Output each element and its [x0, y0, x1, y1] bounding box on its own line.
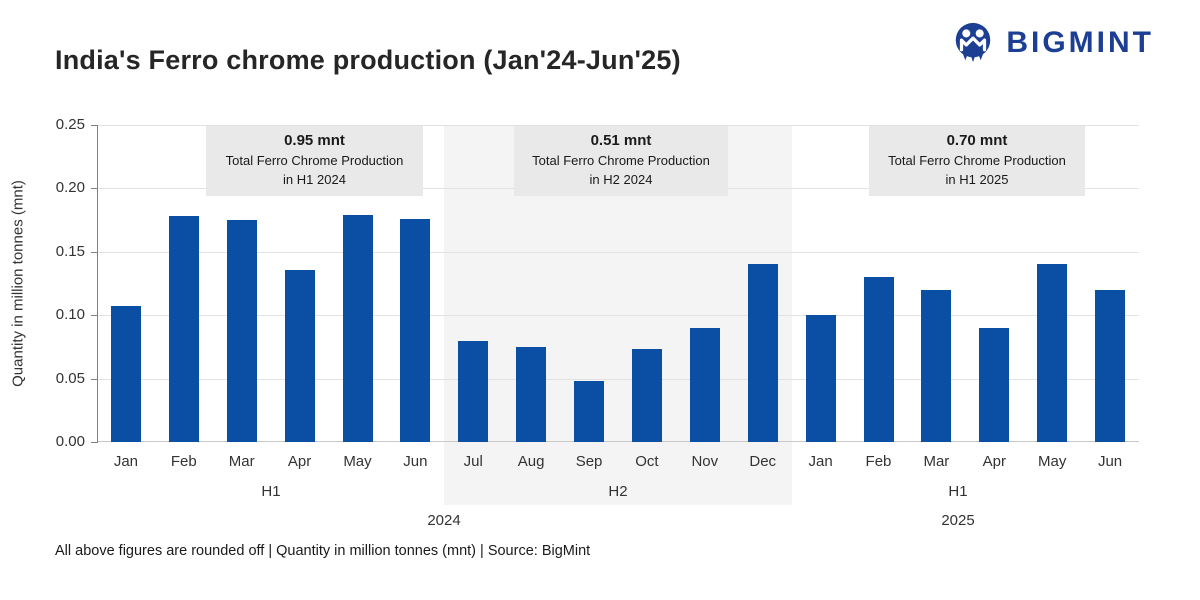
bar-Feb-1 [168, 216, 199, 442]
x-tick-label-Mar-2: Mar [228, 453, 255, 470]
bar-Dec-11 [747, 264, 778, 442]
callout-h1-2024: 0.95 mnt Total Ferro Chrome Production i… [206, 126, 423, 196]
gridline-0.00 [97, 441, 1139, 442]
plot-area [97, 125, 1139, 442]
y-axis-title: Quantity in million tonnes (mnt) [9, 180, 27, 387]
x-tick-label-Apr-3: Apr [287, 453, 312, 470]
x-tick-label-Feb-1: Feb [170, 453, 197, 470]
y-tick-label-0.25: 0.25 [55, 116, 85, 133]
y-tick-mark-0.00 [91, 442, 97, 443]
x-tick-label-Jan-0: Jan [113, 453, 139, 470]
y-tick-mark-0.25 [91, 125, 97, 126]
bar-May-4 [342, 215, 373, 442]
callout-amount: 0.51 mnt [590, 132, 652, 150]
callout-amount: 0.70 mnt [946, 132, 1008, 150]
bar-Apr-3 [284, 269, 315, 442]
callout-note-line1: Total Ferro Chrome Production [888, 153, 1066, 169]
bar-Oct-9 [631, 349, 662, 442]
group-label-h2-2024: H2 [608, 483, 628, 500]
gridline-0.25 [97, 125, 1139, 126]
brand-name: BIGMINT [1006, 26, 1154, 59]
callout-note-line2: in H1 2024 [283, 172, 346, 187]
callout-note-line1: Total Ferro Chrome Production [532, 153, 710, 169]
x-tick-label-Apr-15: Apr [982, 453, 1006, 470]
year-label-2024: 2024 [427, 512, 461, 529]
y-tick-label-0.05: 0.05 [55, 369, 85, 387]
x-tick-label-Jul-6: Jul [463, 453, 483, 470]
x-tick-label-Dec-11: Dec [749, 453, 777, 470]
bar-Jan-12 [805, 315, 836, 442]
y-tick-mark-0.05 [91, 378, 97, 380]
y-tick-mark-0.20 [91, 188, 97, 190]
x-tick-label-Aug-7: Aug [517, 453, 545, 470]
gridline-0.15 [97, 251, 1139, 253]
x-tick-label-Oct-9: Oct [635, 453, 659, 470]
bar-Nov-10 [689, 327, 720, 442]
y-tick-mark-0.15 [91, 251, 97, 253]
x-tick-label-Jun-17: Jun [1097, 453, 1123, 470]
x-tick-label-Sep-8: Sep [575, 453, 603, 470]
y-tick-label-0.20: 0.20 [55, 179, 85, 197]
callout-note-line2: in H2 2024 [589, 172, 653, 187]
x-tick-label-May-16: May [1037, 453, 1067, 470]
y-tick-mark-0.10 [91, 315, 97, 317]
footer-note: All above figures are rounded off | Quan… [55, 543, 591, 559]
bar-Jan-0 [110, 306, 141, 442]
y-tick-label-0.00: 0.00 [55, 433, 85, 450]
bar-Apr-15 [979, 327, 1010, 442]
bar-Jun-5 [400, 218, 431, 442]
y-tick-label-0.15: 0.15 [55, 242, 85, 260]
y-axis-line [97, 125, 98, 443]
brand-logo: BIGMINT [950, 20, 1154, 66]
x-tick-label-Jan-12: Jan [808, 453, 833, 470]
callout-h2-2024: 0.51 mnt Total Ferro Chrome Production i… [514, 126, 728, 196]
bar-Feb-13 [863, 277, 894, 442]
year-label-2025: 2025 [941, 512, 975, 529]
callout-note-line1: Total Ferro Chrome Production [225, 153, 404, 169]
bar-Jun-17 [1095, 289, 1126, 442]
gridline-0.10 [97, 315, 1139, 317]
bar-Mar-2 [226, 220, 257, 442]
page-title: India's Ferro chrome production (Jan'24-… [55, 45, 681, 75]
bar-May-16 [1037, 264, 1068, 442]
y-tick-label-0.10: 0.10 [55, 306, 85, 324]
x-tick-label-Jun-5: Jun [403, 453, 428, 470]
callout-note-line2: in H1 2025 [945, 172, 1009, 187]
x-tick-label-Feb-13: Feb [865, 453, 892, 470]
bigmint-logo-icon [950, 20, 996, 66]
x-tick-label-Mar-14: Mar [923, 453, 950, 470]
bar-Aug-7 [516, 346, 547, 442]
bar-Sep-8 [574, 381, 605, 442]
group-label-h1-2024: H1 [261, 483, 281, 500]
callout-h1-2025: 0.70 mnt Total Ferro Chrome Production i… [869, 126, 1085, 196]
bar-Jul-6 [458, 340, 489, 442]
x-tick-label-Nov-10: Nov [691, 453, 719, 470]
x-tick-label-May-4: May [343, 453, 372, 470]
gridline-0.05 [97, 378, 1139, 380]
callout-amount: 0.95 mnt [284, 132, 345, 150]
group-label-h1-2025: H1 [948, 483, 968, 500]
bar-Mar-14 [921, 289, 952, 442]
